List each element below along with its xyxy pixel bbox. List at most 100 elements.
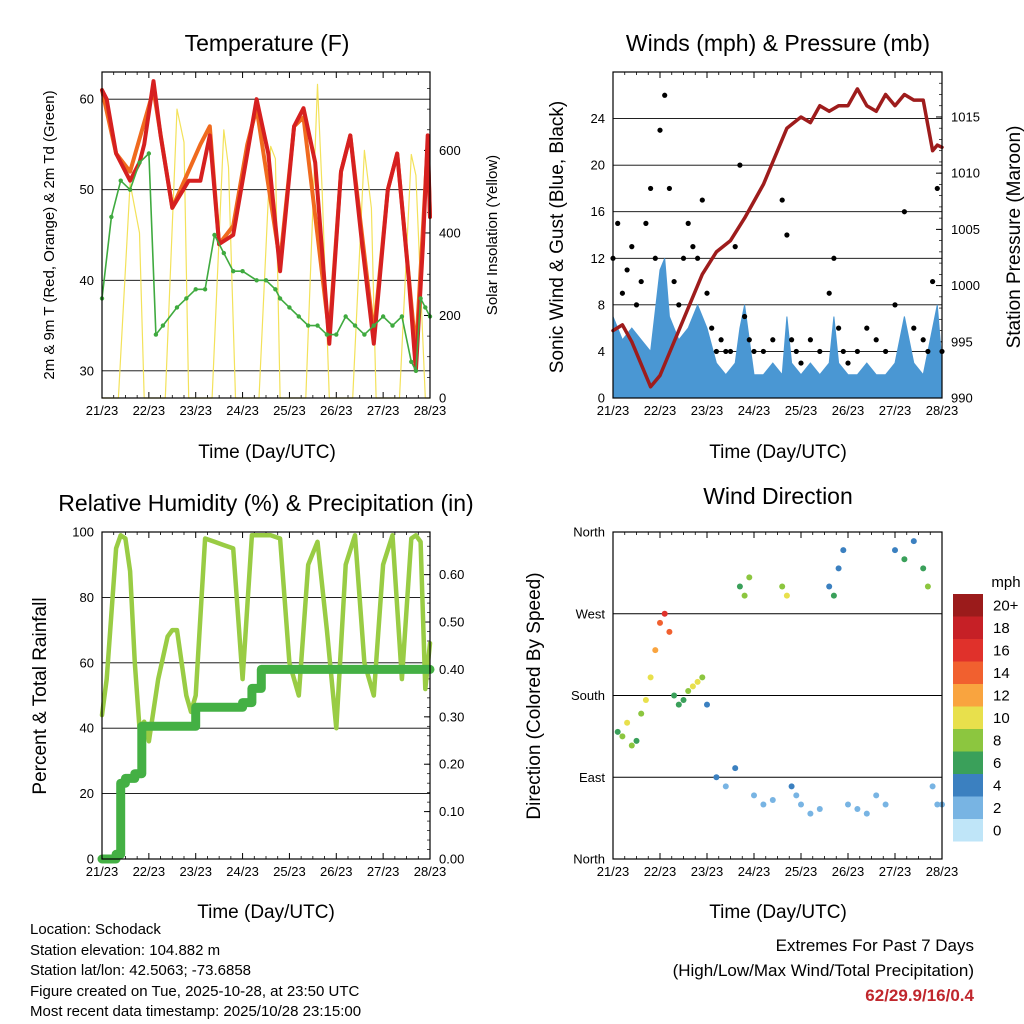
colorbar-swatch [953,819,983,842]
direction-point [830,592,837,599]
y-tick-label: 8 [598,297,605,312]
direction-point [628,742,635,749]
temperature-x-tick-labels: 21/23 22/23 23/23 24/23 25/23 26/23 27/23 28/23 [86,403,447,418]
info-recent: Most recent data timestamp: 2025/10/28 2… [30,1003,362,1020]
gust-point [920,337,926,343]
colorbar-swatch [953,594,983,617]
colorbar-swatch [953,616,983,639]
y2-tick-label: 1015 [951,109,980,124]
colorbar-label: 4 [993,777,1001,794]
gust-point [666,185,673,192]
gust-point [934,185,940,192]
gust-point [652,255,658,261]
y-tick-label: 16 [591,204,605,219]
direction-point [652,647,659,654]
station-info: Location: Schodack Station elevation: 10… [30,920,361,1023]
pressure-line [611,87,944,389]
y-tick-label: 20 [591,158,605,173]
winds-ylabel-left: Sonic Wind & Gust (Blue, Black) [547,101,568,373]
winds-frame [612,71,943,399]
direction-point [751,792,757,799]
y2-tick-label: 0.20 [439,757,464,772]
y-tick-label: 12 [591,251,605,266]
x-tick-label: 24/23 [738,864,771,879]
y-tick-label: 0 [87,852,94,867]
gust-point [643,220,649,226]
x-tick-label: 25/23 [273,403,306,418]
gust-point [911,325,917,331]
y-tick-label: East [579,770,605,785]
humidity-ylabel-left: Percent & Total Rainfall [30,597,51,794]
humidity-xlabel: Time (Day/UTC) [197,902,335,923]
direction-point [657,619,663,626]
gust-point [826,290,832,296]
y2-tick-label: 1000 [951,278,980,293]
x-tick-label: 24/23 [226,864,259,879]
extremes-values: 62/29.9/16/0.4 [865,986,974,1005]
x-tick-label: 27/23 [367,403,400,418]
gust-point [727,348,734,355]
direction-point [722,783,729,790]
temperature-ylabel-left: 2m & 9m T (Red, Orange) & 2m Td (Green) [41,90,58,379]
colorbar-label: 0 [993,822,1001,839]
temperature-title: Temperature (F) [185,30,350,56]
direction-point [845,801,851,808]
gust-point [742,313,748,320]
info-location: Location: Schodack [30,921,161,938]
gust-point [699,197,705,203]
humidity-x-tick-labels: 21/23 22/23 23/23 24/23 25/23 26/23 27/23 28/23 [86,864,447,879]
gust-point [798,360,804,366]
x-tick-label: 28/23 [414,403,447,418]
gust-point [836,325,842,331]
x-tick-label: 27/23 [879,403,912,418]
x-tick-label: 25/23 [785,864,818,879]
x-tick-label: 25/23 [785,403,818,418]
gust-point [629,244,635,250]
temperature-panel: Temperature (F) 30 40 50 60 0 200 400 600 21/2… [41,30,501,463]
winds-panel: Winds (mph) & Pressure (mb) 04812162024 … [547,30,1024,463]
gust-point [704,290,710,296]
direction-point [793,792,800,799]
gust-point [901,209,908,215]
direction-point [699,674,706,681]
x-tick-label: 23/23 [691,403,724,418]
humidity-title: Relative Humidity (%) & Precipitation (i… [58,490,473,516]
direction-point [929,783,936,790]
y2-tick-label: 0.60 [439,567,464,582]
x-tick-label: 26/23 [832,403,865,418]
gust-point [690,244,696,250]
gust-point [695,255,701,261]
gust-point [746,337,752,343]
x-tick-label: 25/23 [273,864,306,879]
gust-point [817,348,823,355]
direction-ylabel-left: Direction (Colored By Speed) [524,572,545,819]
y-tick-label: 4 [598,344,605,359]
direction-point [732,765,739,772]
gust-point [789,337,795,343]
colorbar-label: 20+ [993,597,1019,614]
direction-point [741,592,748,599]
gust-point [854,348,861,355]
colorbar-title: mph [991,574,1020,591]
direction-point [675,701,682,708]
colorbar-label: 6 [993,755,1001,772]
winds-x-tick-labels: 21/23 22/23 23/23 24/23 25/23 26/23 27/23 28/23 [597,403,959,418]
x-tick-label: 28/23 [414,864,447,879]
info-elevation: Station elevation: 104.882 m [30,941,221,959]
winds-title: Winds (mph) & Pressure (mb) [626,30,930,56]
humidity-frame [101,531,431,860]
direction-point [882,801,889,808]
y2-tick-label: 0.00 [439,852,464,867]
y2-tick-label: 1005 [951,222,980,237]
gust-point [676,302,682,308]
gust-point [648,185,654,192]
x-tick-label: 23/23 [179,403,212,418]
y-tick-label: 24 [591,111,605,126]
direction-xlabel: Time (Day/UTC) [709,902,847,923]
gust-point [732,244,738,250]
direction-point [736,583,743,590]
winds-ylabel-right: Station Pressure (Maroon) [1004,126,1024,349]
direction-point [783,592,790,599]
direction-point [901,556,908,563]
